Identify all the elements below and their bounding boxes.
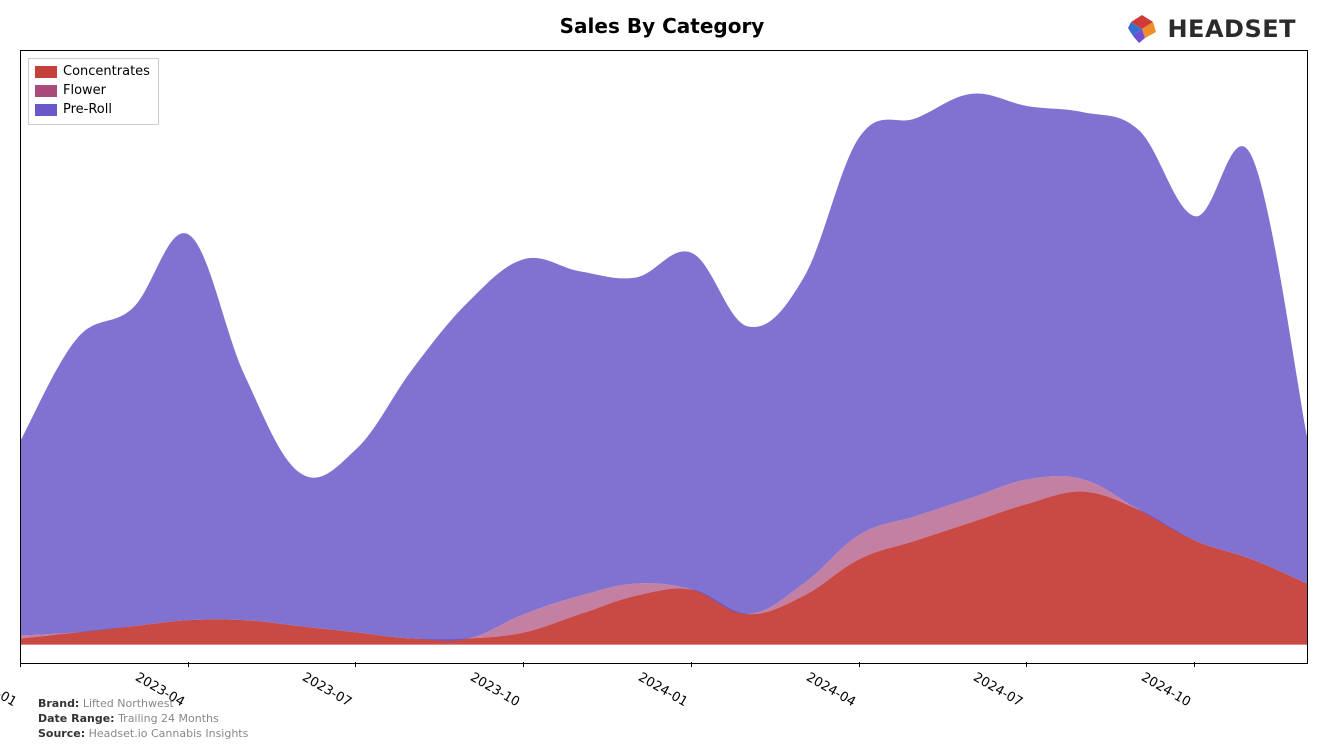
x-tick-mark — [188, 662, 189, 667]
headset-logo-icon — [1125, 12, 1159, 46]
footer-source-label: Source: — [38, 727, 85, 740]
x-tick-mark — [20, 662, 21, 667]
chart-footer: Brand: Lifted Northwest Date Range: Trai… — [38, 697, 248, 742]
x-tick-label: 2024-07 — [971, 670, 1026, 710]
legend-item: Concentrates — [35, 63, 150, 82]
x-tick-label: 2023-07 — [300, 670, 355, 710]
brand-logo: HEADSET — [1125, 12, 1296, 46]
x-tick-label: 2024-01 — [635, 670, 690, 710]
x-tick-label: 2024-04 — [803, 670, 858, 710]
x-tick-mark — [355, 662, 356, 667]
legend-item: Pre-Roll — [35, 101, 150, 120]
legend-item: Flower — [35, 82, 150, 101]
footer-brand-value: Lifted Northwest — [83, 697, 174, 710]
x-tick-mark — [523, 662, 524, 667]
x-tick-mark — [1194, 662, 1195, 667]
footer-source-value: Headset.io Cannabis Insights — [89, 727, 249, 740]
legend-label: Flower — [63, 82, 106, 101]
area-chart — [20, 50, 1308, 664]
x-tick-mark — [859, 662, 860, 667]
legend-swatch — [35, 66, 57, 78]
x-tick-label: 2024-10 — [1139, 670, 1194, 710]
area-chart-svg — [21, 51, 1307, 663]
footer-daterange-label: Date Range: — [38, 712, 115, 725]
brand-logo-text: HEADSET — [1167, 15, 1296, 43]
chart-container: Sales By Category HEADSET ConcentratesFl… — [0, 0, 1324, 748]
legend-label: Pre-Roll — [63, 101, 112, 120]
footer-daterange-value: Trailing 24 Months — [118, 712, 219, 725]
x-tick-label: 2023-01 — [0, 670, 19, 710]
x-tick-mark — [691, 662, 692, 667]
x-tick-label: 2023-10 — [468, 670, 523, 710]
legend-label: Concentrates — [63, 63, 150, 82]
chart-legend: ConcentratesFlowerPre-Roll — [28, 58, 159, 125]
x-tick-mark — [1026, 662, 1027, 667]
legend-swatch — [35, 104, 57, 116]
legend-swatch — [35, 85, 57, 97]
footer-brand-label: Brand: — [38, 697, 79, 710]
